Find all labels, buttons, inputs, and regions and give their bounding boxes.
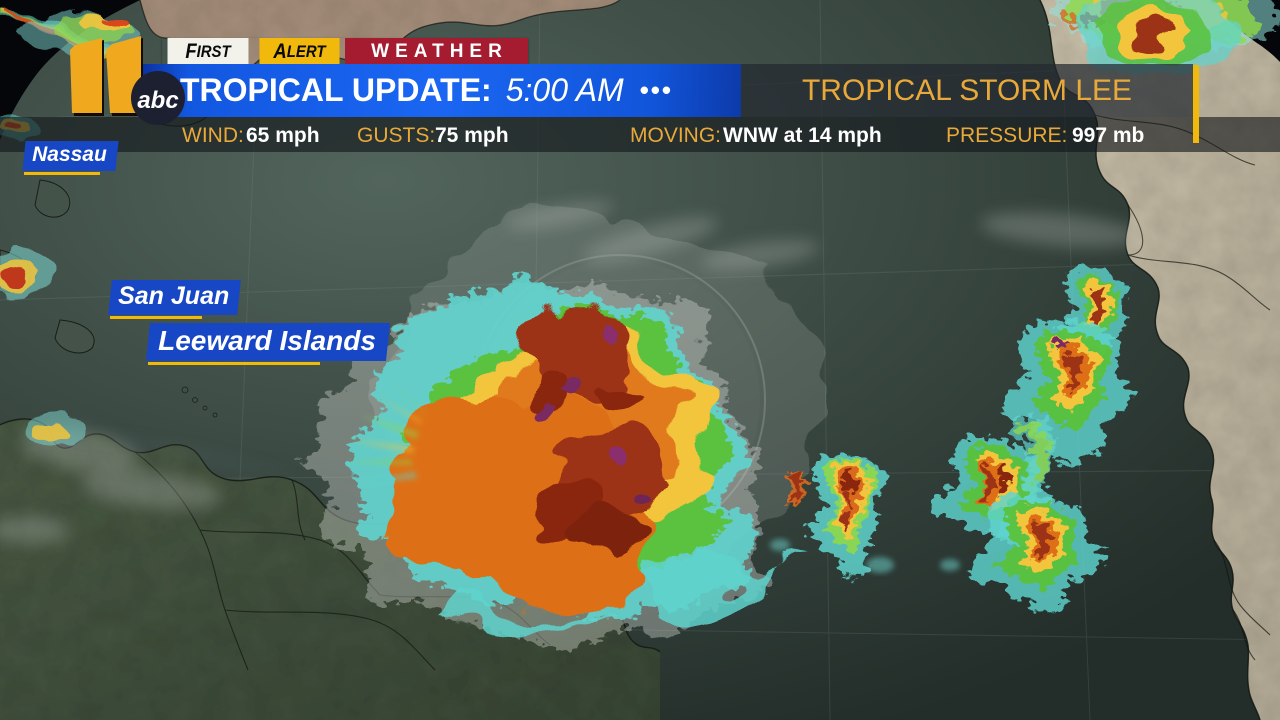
svg-text:abc: abc (137, 87, 178, 114)
